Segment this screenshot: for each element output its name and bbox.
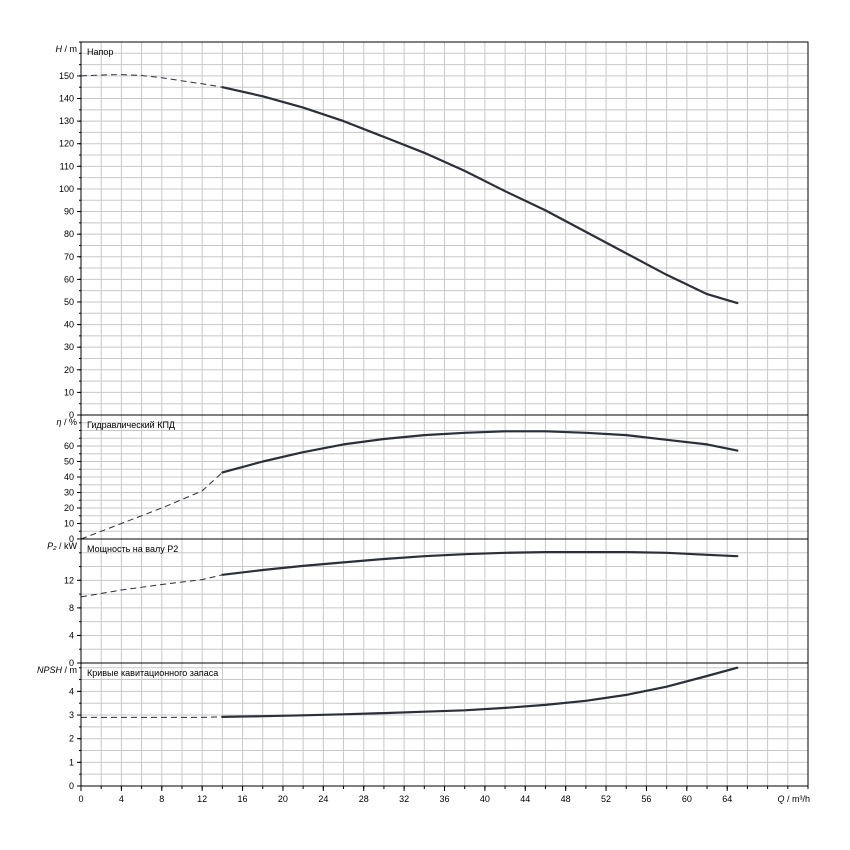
y-axis-label: NPSH / m [37, 665, 77, 675]
y-tick-label: 70 [64, 252, 74, 262]
curve-efficiency [221, 430, 739, 474]
frame-layer [77, 41, 809, 791]
curve-extrapolated-power [80, 574, 223, 598]
y-tick-label: 90 [64, 207, 74, 217]
curve-power [221, 551, 739, 576]
x-tick-label: 12 [197, 794, 207, 804]
y-tick-label: 4 [69, 630, 74, 640]
y-tick-label: 30 [64, 342, 74, 352]
x-tick-label: 8 [159, 794, 164, 804]
x-tick-label: 28 [359, 794, 369, 804]
y-tick-label: 40 [64, 472, 74, 482]
y-tick-label: 0 [69, 410, 74, 420]
y-tick-label: 3 [69, 710, 74, 720]
x-tick-label: 20 [278, 794, 288, 804]
y-tick-label: 2 [69, 734, 74, 744]
y-tick-label: 150 [59, 71, 74, 81]
curve-extrapolated-efficiency [80, 472, 223, 540]
x-tick-label: 24 [318, 794, 328, 804]
y-tick-label: 110 [60, 161, 74, 171]
y-axis-label: H / m [56, 44, 78, 54]
y-tick-label: 20 [64, 365, 74, 375]
y-tick-label: 0 [69, 658, 74, 668]
x-tick-label: 60 [682, 794, 692, 804]
y-tick-label: 0 [69, 534, 74, 544]
curve-head [221, 86, 739, 305]
panel-title: Гидравлический КПД [87, 420, 175, 430]
y-tick-label: 80 [64, 229, 74, 239]
x-tick-label: 64 [722, 794, 732, 804]
curve-extrapolated-head [80, 74, 223, 88]
x-tick-label: 4 [119, 794, 124, 804]
y-tick-label: 50 [64, 297, 74, 307]
x-tick-label: 36 [439, 794, 449, 804]
curve-extrapolated-npsh [81, 716, 223, 718]
x-tick-label: 52 [601, 794, 611, 804]
panel-title: Напор [87, 47, 113, 57]
y-tick-label: 40 [64, 320, 74, 330]
grid-layer [80, 42, 809, 786]
curve-layer [80, 74, 739, 718]
y-tick-label: 100 [59, 184, 74, 194]
y-tick-label: 10 [64, 519, 74, 529]
x-tick-label: 32 [399, 794, 409, 804]
y-tick-label: 130 [59, 116, 74, 126]
panel-title: Кривые кавитационного запаса [87, 668, 218, 678]
y-axis-label: η / % [56, 417, 77, 427]
y-tick-label: 60 [64, 441, 74, 451]
y-tick-label: 60 [64, 274, 74, 284]
x-tick-label: 48 [561, 794, 571, 804]
y-tick-label: 1 [69, 757, 74, 767]
x-tick-label: 0 [78, 794, 83, 804]
y-tick-label: 12 [64, 575, 74, 585]
y-tick-label: 140 [59, 94, 74, 104]
x-tick-label: 56 [641, 794, 651, 804]
y-tick-label: 30 [64, 488, 74, 498]
y-tick-label: 4 [69, 686, 74, 696]
x-axis-label: Q / m³/h [777, 794, 810, 804]
y-tick-label: 8 [69, 603, 74, 613]
x-tick-label: 16 [238, 794, 248, 804]
y-tick-label: 10 [64, 387, 74, 397]
y-axis-label: P₂ / kW [47, 541, 77, 551]
x-tick-label: 40 [480, 794, 490, 804]
panel-title: Мощность на валу P2 [87, 544, 178, 554]
y-tick-label: 50 [64, 457, 74, 467]
y-tick-label: 0 [69, 781, 74, 791]
y-tick-label: 20 [64, 503, 74, 513]
y-tick-label: 120 [59, 139, 74, 149]
curve-npsh [221, 666, 739, 718]
x-tick-label: 44 [520, 794, 530, 804]
